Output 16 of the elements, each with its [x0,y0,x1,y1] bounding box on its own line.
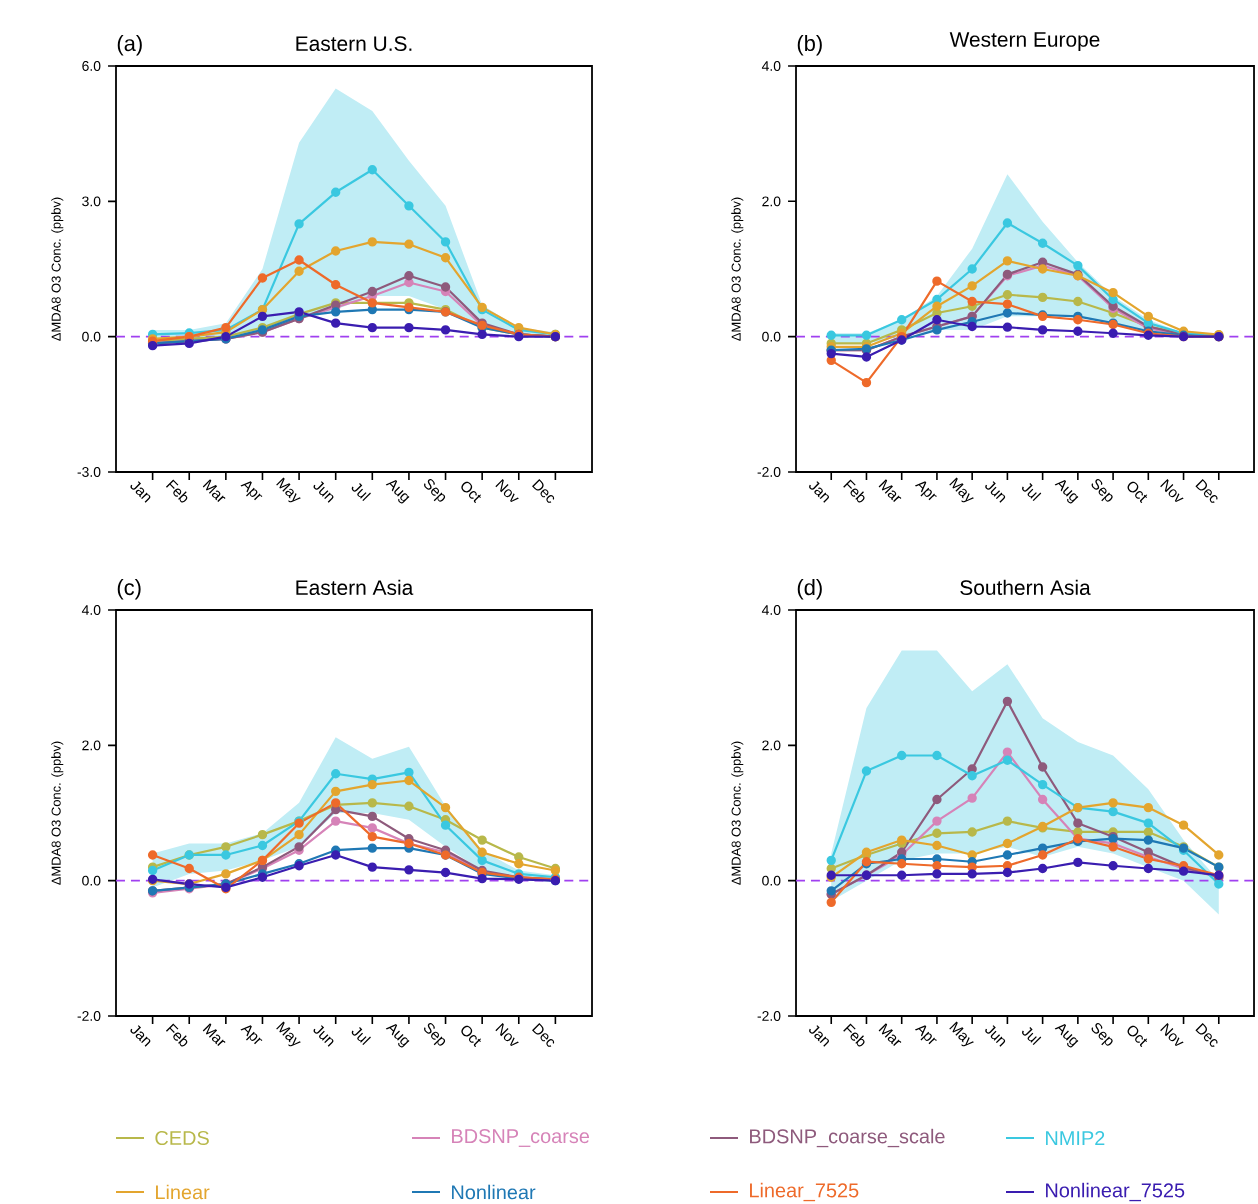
text: (c) [117,579,141,600]
legend-label: BDSNP_coarse [452,1129,590,1147]
legend-label: BDSNP_coarse_scale [750,1128,945,1148]
text: (b) [797,35,822,56]
chart-title: Eastern U.S. [296,36,412,51]
chart-title: Western Europe [949,32,1100,51]
text: (d) [797,579,822,600]
chart-title: Southern Asia [960,579,1091,595]
legend-label: Linear_7525 [750,1182,859,1202]
legend-label: Linear [156,1184,210,1200]
legend-label: Nonlinear [452,1184,536,1200]
legend-label: NMIP2 [1046,1131,1105,1145]
legend-label: Nonlinear_7525 [1046,1182,1185,1202]
legend-label: CEDS [155,1130,209,1146]
text: (a) [117,35,142,56]
chart-title: Eastern Asia [296,579,414,595]
